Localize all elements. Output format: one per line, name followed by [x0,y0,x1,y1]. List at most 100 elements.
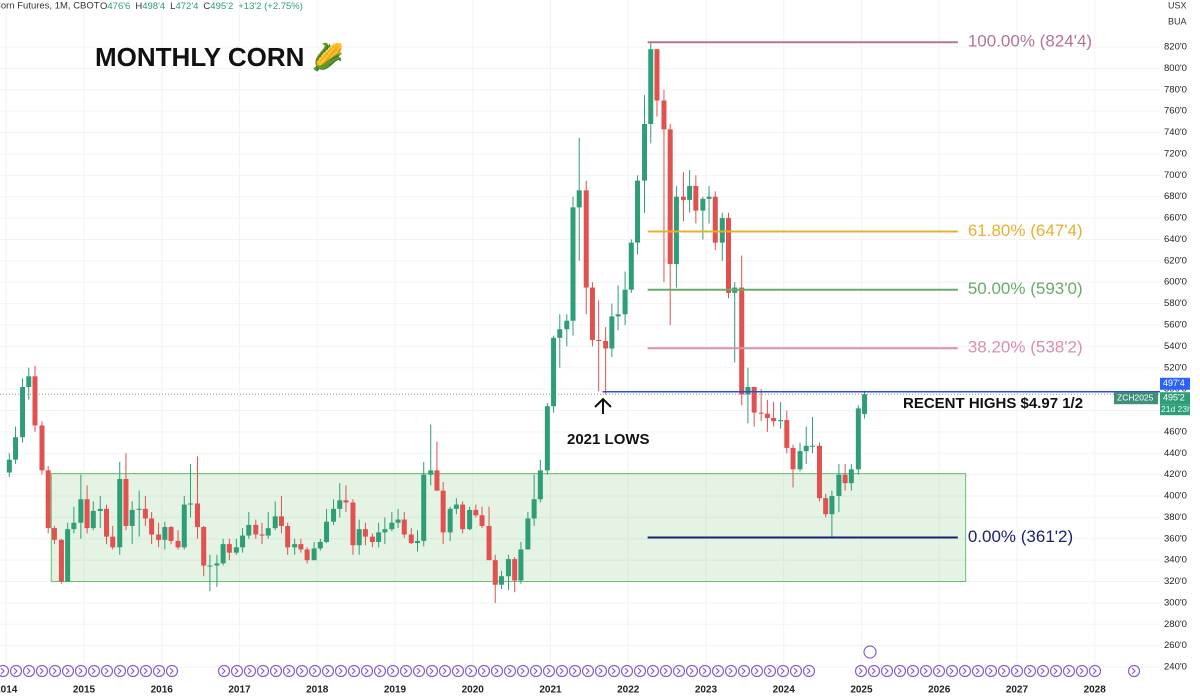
candle-body [790,447,796,470]
event-icon-arrow [1053,667,1058,675]
event-icon-arrow [520,667,525,675]
y-tick-label: 540'0 [1164,341,1187,352]
candle-body [6,459,12,473]
event-icon-arrow [442,667,447,675]
y-tick-label: 360'0 [1164,533,1187,544]
y-tick-label: 600'0 [1164,277,1187,288]
event-icon [594,664,608,678]
candle-body [278,516,284,526]
event-icon-arrow [728,667,733,675]
candle-body [97,508,103,511]
event-icon-arrow [663,667,668,675]
event-icon-arrow [351,667,356,675]
event-icon [386,664,400,678]
y-tick-label: 520'0 [1164,362,1187,373]
event-icon-arrow [338,667,343,675]
candle-body [635,180,641,243]
candle-body [778,420,784,422]
event-icon [672,664,686,678]
candle-body [434,470,440,491]
candle-body [84,499,90,529]
candle-body [298,544,304,550]
candle-body [272,516,278,529]
event-icon [9,664,23,678]
event-icon [269,664,283,678]
event-icon [971,664,985,678]
arrow [594,397,612,414]
event-icon [113,664,127,678]
candle-body [687,186,693,200]
event-icon [1049,664,1063,678]
candle-body [537,470,543,500]
event-icon-arrow [988,667,993,675]
event-icon-arrow [273,667,278,675]
event-icon-arrow [1027,667,1032,675]
y-tick-label: 820'0 [1164,42,1187,53]
candle-body [408,534,414,544]
event-icon-arrow [650,667,655,675]
event-icon-arrow [806,667,811,675]
candle-body [615,314,621,317]
y-tick-label: 340'0 [1164,555,1187,566]
y-tick-label: 560'0 [1164,319,1187,330]
event-icon-arrow [897,667,902,675]
x-tick-label: 2025 [850,685,873,696]
event-icon [256,664,270,678]
x-tick-label: 2028 [1084,685,1107,696]
candle-body [253,524,259,535]
event-icon [334,664,348,678]
event-icon-arrow [962,667,967,675]
event-icon-arrow [611,667,616,675]
candle-body [240,535,246,548]
event-icon [737,664,751,678]
candle-body [45,470,51,529]
candle-body [473,509,479,516]
event-icon-arrow [1092,667,1097,675]
candle-body [51,528,57,540]
event-icon [932,664,946,678]
event-icon-arrow [741,667,746,675]
symbol-info: Corn Futures, 1M, CBOT [0,1,100,12]
candle-body [194,503,200,528]
candle-body [596,339,602,342]
candle-body [304,549,310,561]
event-icon [945,664,959,678]
fib-label: 0.00% (361'2) [968,527,1073,546]
candle-body [467,509,473,530]
candle-body [751,386,757,413]
x-tick-label: 2016 [151,685,174,696]
event-icon-arrow [390,667,395,675]
price-tag-label: 497'4 [1163,378,1185,388]
event-icon [685,664,699,678]
event-icon-arrow [754,667,759,675]
ohlc-header: O476'6 H498'4 L472'4 C495'2 +13'2 (+2.75%) [100,1,303,12]
candle-body [129,509,135,526]
event-icon [22,664,36,678]
candle-body [382,529,388,533]
event-icon-arrow [884,667,889,675]
y-tick-label: 320'0 [1164,576,1187,587]
y-tick-label: 400'0 [1164,491,1187,502]
candle-body [609,316,615,349]
price-tag-label: 495'2 [1163,393,1185,403]
candle-body [570,207,576,321]
candle-body [356,529,362,546]
ohlc-value: 472'4 [175,1,198,12]
event-icon-arrow [52,667,57,675]
candle-body [32,376,38,426]
price-tag [1160,377,1190,390]
candle-body [603,341,609,349]
candle-body [337,500,343,509]
candle-body [104,508,110,537]
ohlc-value: 476'6 [107,1,130,12]
event-icon [607,664,621,678]
y-tick-label: 720'0 [1164,148,1187,159]
event-icon [958,664,972,678]
event-icon [919,664,933,678]
candle-body [725,218,731,293]
event-icon [863,645,877,659]
event-icon-arrow [481,667,486,675]
x-tick-label: 2027 [1006,685,1029,696]
candle-body [505,559,511,577]
